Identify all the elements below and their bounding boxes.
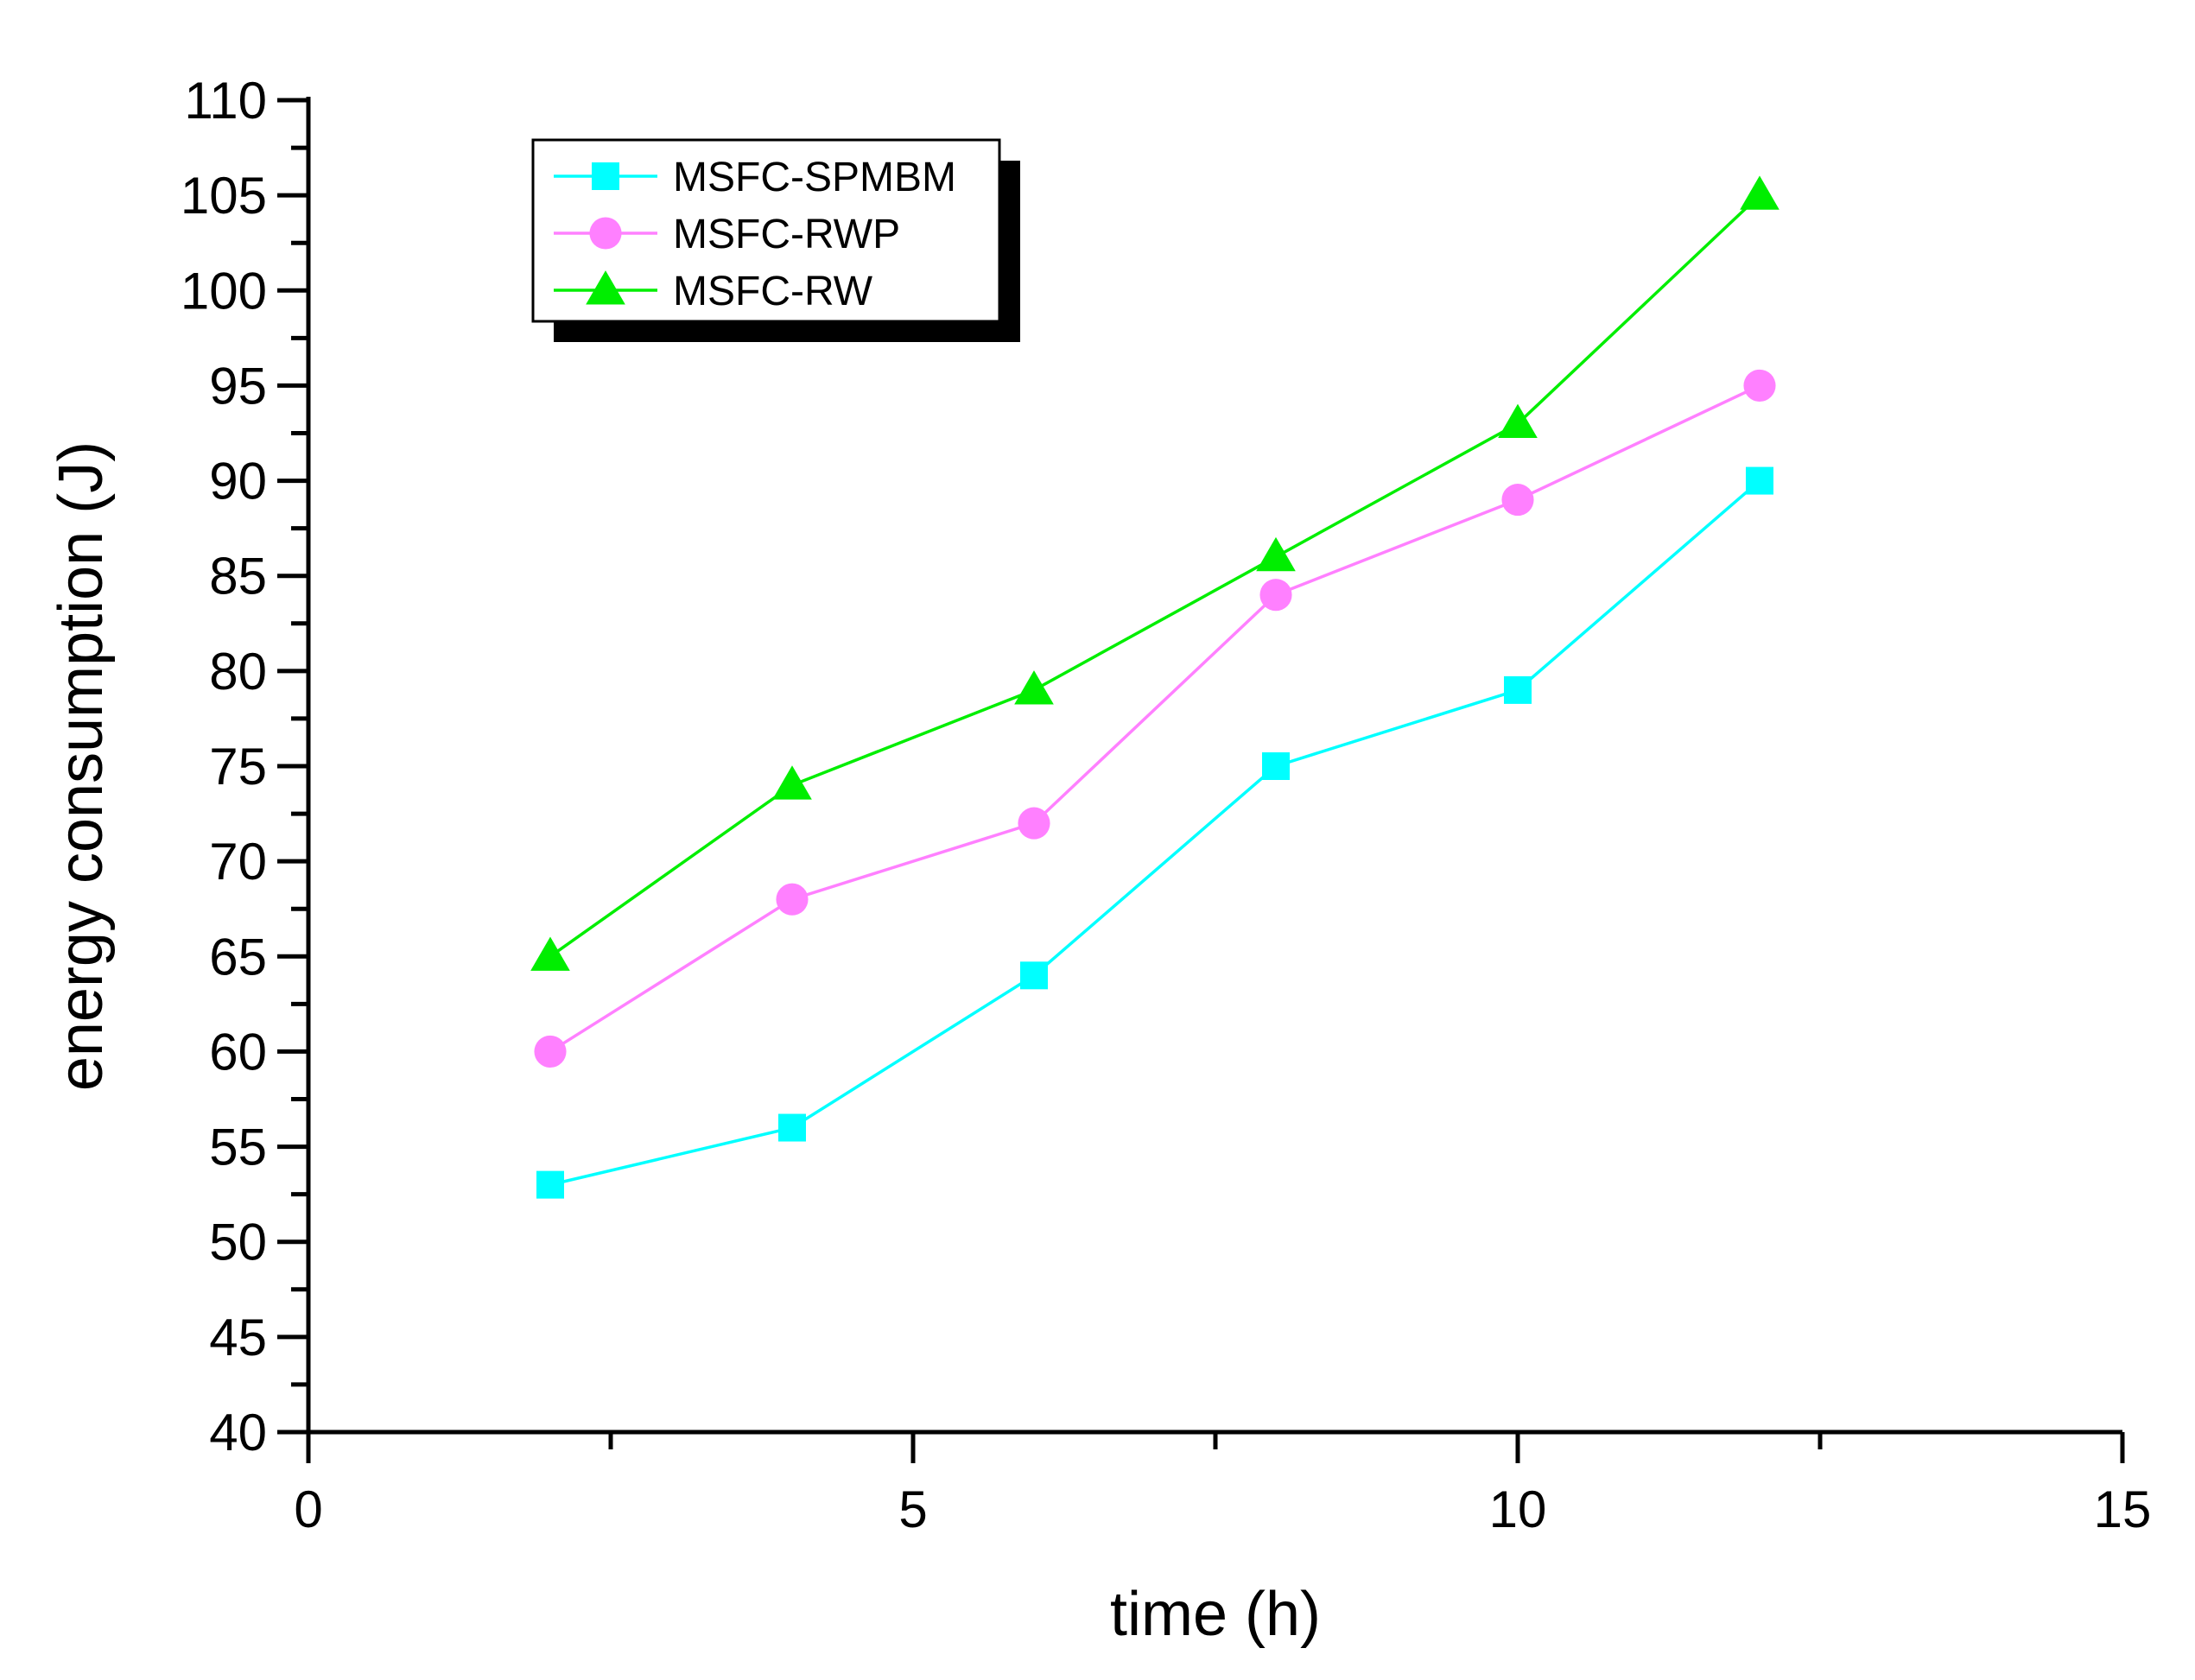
y-tick-label: 85 — [209, 548, 267, 605]
series-line-msfc-rw — [549, 193, 1761, 958]
data-point-msfc-spmbm — [1504, 675, 1532, 704]
series-line-msfc-rwp — [549, 384, 1760, 1053]
data-point-msfc-rw — [1498, 403, 1538, 439]
data-point-msfc-rwp — [1259, 579, 1292, 612]
data-point-msfc-spmbm — [778, 1113, 806, 1142]
y-tick-label: 50 — [209, 1214, 267, 1271]
legend-label-msfc-rwp: MSFC-RWP — [673, 212, 900, 257]
y-tick-label: 55 — [209, 1119, 267, 1176]
x-tick-label: 0 — [294, 1480, 322, 1538]
series-msfc-spmbm — [536, 466, 1773, 1199]
x-tick-label: 10 — [1489, 1480, 1547, 1538]
y-tick-label: 60 — [209, 1023, 267, 1081]
series-msfc-rw — [530, 175, 1779, 971]
y-tick-label: 80 — [209, 643, 267, 701]
x-axis-title: time (h) — [1110, 1580, 1321, 1649]
series-line-msfc-spmbm — [549, 479, 1761, 1187]
legend-marker-msfc-rwp — [589, 217, 622, 250]
data-point-msfc-rwp — [1018, 807, 1050, 840]
legend-label-msfc-rw: MSFC-RW — [673, 269, 873, 314]
data-point-msfc-rw — [530, 936, 570, 971]
y-axis-title: energy consumption (J) — [47, 441, 116, 1091]
data-point-msfc-rwp — [776, 883, 809, 916]
data-point-msfc-rw — [1740, 175, 1779, 210]
series-layer — [530, 175, 1779, 1199]
y-tick-label: 95 — [209, 357, 267, 415]
series-msfc-rwp — [534, 369, 1776, 1068]
legend-item-msfc-rw: MSFC-RW — [554, 269, 873, 314]
data-point-msfc-rwp — [1501, 484, 1534, 517]
legend-marker-msfc-rw — [586, 270, 625, 305]
y-tick-label: 100 — [181, 262, 267, 320]
data-point-msfc-rw — [772, 765, 812, 800]
y-tick-label: 40 — [209, 1404, 267, 1461]
y-tick-label: 90 — [209, 453, 267, 510]
data-point-msfc-rw — [1256, 536, 1296, 572]
data-point-msfc-spmbm — [1020, 961, 1048, 990]
y-tick-label: 70 — [209, 833, 267, 891]
axes: 40 45 50 55 60 65 70 75 80 85 90 95 100 105 110 0 5 10 15 — [181, 72, 2151, 1538]
x-tick-label: 5 — [898, 1480, 927, 1538]
data-point-msfc-rw — [1014, 670, 1054, 705]
legend-label-msfc-spmbm: MSFC-SPMBM — [673, 155, 956, 200]
data-point-msfc-spmbm — [1262, 752, 1290, 780]
y-tick-label: 45 — [209, 1309, 267, 1366]
x-tick-label: 15 — [2094, 1480, 2152, 1538]
legend-item-msfc-rwp: MSFC-RWP — [554, 212, 900, 257]
legend-marker-msfc-spmbm — [592, 162, 619, 190]
y-tick-label: 65 — [209, 928, 267, 986]
y-tick-label: 75 — [209, 738, 267, 796]
data-point-msfc-rwp — [534, 1035, 567, 1068]
data-point-msfc-spmbm — [1746, 466, 1773, 495]
y-tick-label: 110 — [184, 72, 267, 130]
data-point-msfc-spmbm — [536, 1170, 564, 1199]
legend-item-msfc-spmbm: MSFC-SPMBM — [554, 155, 956, 200]
y-tick-label: 105 — [181, 167, 267, 225]
legend: MSFC-SPMBM MSFC-RWP MSFC-RW — [531, 138, 1020, 342]
data-point-msfc-rwp — [1743, 369, 1776, 402]
